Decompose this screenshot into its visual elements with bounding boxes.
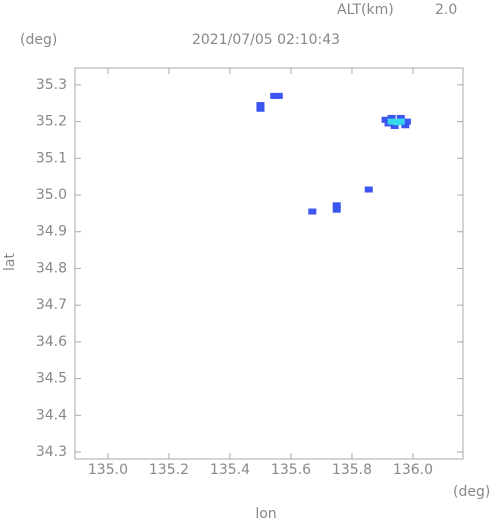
y-tick-label: 34.4 (36, 407, 67, 423)
x-unit: (deg) (453, 484, 490, 500)
echo-cell (387, 114, 396, 121)
x-tick-label: 135.4 (210, 462, 250, 478)
y-tick-label: 34.8 (36, 260, 67, 276)
y-tick-label: 35.2 (36, 114, 67, 130)
y-tick-label: 34.5 (36, 371, 67, 387)
y-tick-label: 34.6 (36, 334, 67, 350)
x-tick-label: 135.2 (149, 462, 189, 478)
echo-cell (270, 92, 279, 99)
echo-cell (256, 105, 265, 112)
echo-cell (401, 122, 410, 129)
alt-label: ALT(km) (337, 2, 394, 18)
x-tick-label: 135.6 (271, 462, 311, 478)
echo-cell (387, 118, 396, 125)
echo-cell (274, 92, 283, 99)
y-tick-label: 35.3 (36, 77, 67, 93)
chart-title: 2021/07/05 02:10:43 (192, 32, 340, 48)
y-tick-label: 35.1 (36, 150, 67, 166)
echo-cell (396, 118, 405, 125)
y-tick-label: 35.0 (36, 187, 67, 203)
x-tick-label: 135.0 (88, 462, 128, 478)
echo-cell (364, 186, 373, 193)
echo-cell (390, 123, 399, 130)
echo-cell (332, 202, 341, 209)
echo-cell (381, 116, 390, 123)
x-label: lon (255, 506, 276, 521)
echo-cell (256, 102, 265, 109)
y-tick-label: 34.3 (36, 444, 67, 460)
x-tick-label: 136.0 (393, 462, 433, 478)
y-tick-label: 34.7 (36, 297, 67, 313)
y-label: lat (2, 253, 18, 271)
echo-cell (402, 118, 411, 125)
echo-cell (396, 114, 405, 121)
y-tick-label: 34.9 (36, 224, 67, 240)
alt-value: 2.0 (435, 2, 457, 18)
plot-frame (74, 67, 464, 460)
echo-cell (332, 206, 341, 213)
y-unit: (deg) (20, 32, 57, 48)
echo-cell (308, 208, 317, 215)
x-tick-label: 135.8 (332, 462, 372, 478)
